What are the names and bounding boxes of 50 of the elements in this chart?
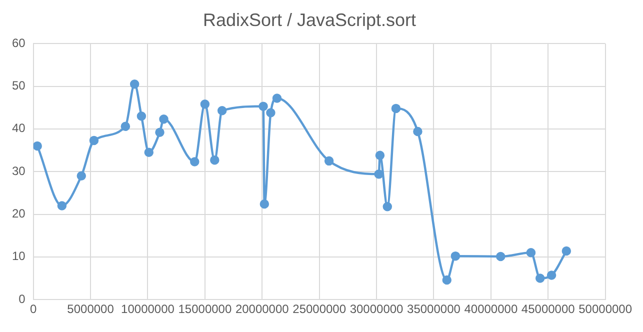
point xyxy=(562,246,572,256)
point xyxy=(136,112,146,121)
y-tick-label: 20 xyxy=(12,206,26,221)
x-tick-label: 20000000 xyxy=(235,302,290,316)
point xyxy=(382,202,392,212)
y-tick-label: 10 xyxy=(12,249,26,264)
point xyxy=(155,128,164,137)
y-tick-label: 40 xyxy=(12,121,26,136)
x-tick-label: 5000000 xyxy=(67,302,114,316)
x-tick-label: 35000000 xyxy=(407,302,461,316)
point xyxy=(200,100,210,109)
point xyxy=(324,156,334,166)
chart-title: RadixSort / JavaScript.sort xyxy=(202,10,416,30)
x-tick-label: 15000000 xyxy=(178,302,232,316)
y-tick-label: 60 xyxy=(12,36,26,50)
point xyxy=(144,148,154,158)
point xyxy=(130,80,140,89)
point xyxy=(260,199,270,209)
point xyxy=(413,126,422,136)
y-tick-label: 0 xyxy=(18,292,26,306)
y-tick-label: 30 xyxy=(12,164,26,178)
point xyxy=(526,248,536,258)
point xyxy=(210,155,220,165)
y-tick-label: 50 xyxy=(12,78,26,93)
point xyxy=(272,94,282,103)
x-tick-label: 0 xyxy=(30,302,38,316)
point xyxy=(33,141,42,151)
point xyxy=(217,106,227,116)
point xyxy=(57,201,67,210)
point xyxy=(266,108,276,118)
x-tick-label: 50000000 xyxy=(578,302,632,316)
point xyxy=(190,157,200,166)
point xyxy=(546,270,556,280)
point xyxy=(442,275,452,285)
point xyxy=(535,274,545,283)
point xyxy=(391,104,401,114)
x-tick-label: 40000000 xyxy=(464,302,518,316)
point xyxy=(159,114,168,124)
point xyxy=(450,251,460,261)
point xyxy=(375,150,385,160)
x-tick-label: 45000000 xyxy=(521,302,576,316)
point xyxy=(120,122,130,131)
point xyxy=(258,102,268,111)
point xyxy=(76,171,86,180)
x-tick-label: 30000000 xyxy=(350,302,404,316)
point xyxy=(89,136,99,146)
x-tick-label: 25000000 xyxy=(292,302,346,316)
point xyxy=(496,252,506,262)
point xyxy=(374,170,384,179)
x-tick-label: 10000000 xyxy=(121,302,175,316)
